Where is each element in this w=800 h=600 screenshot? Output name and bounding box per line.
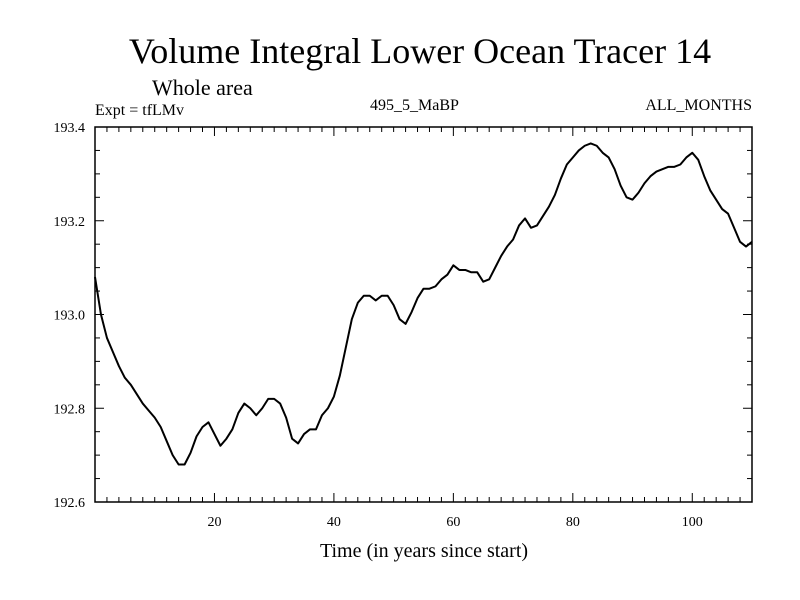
plot-area: 20 40 60 80 100 192.6 192.8 193.0 193.2 193.4 <box>54 121 753 530</box>
y-tick-label: 193.4 <box>54 121 86 136</box>
y-tick-label: 193.0 <box>54 309 86 324</box>
x-tick-label: 40 <box>327 515 341 530</box>
x-axis-label: Time (in years since start) <box>320 540 528 562</box>
period-label: ALL_MONTHS <box>645 97 752 114</box>
x-tick-label: 60 <box>446 515 460 530</box>
chart-subtitle: Whole area <box>152 75 253 100</box>
y-tick-label: 193.2 <box>54 215 86 230</box>
x-tick-label: 20 <box>207 515 221 530</box>
y-tick-label: 192.6 <box>54 496 86 511</box>
chart-title: Volume Integral Lower Ocean Tracer 14 <box>129 31 711 71</box>
y-tick-label: 192.8 <box>54 402 86 417</box>
x-tick-label: 100 <box>682 515 703 530</box>
x-tick-label: 80 <box>566 515 580 530</box>
run-label: 495_5_MaBP <box>370 97 459 114</box>
experiment-label: Expt = tfLMv <box>95 102 184 119</box>
series-line-0 <box>94 142 753 466</box>
